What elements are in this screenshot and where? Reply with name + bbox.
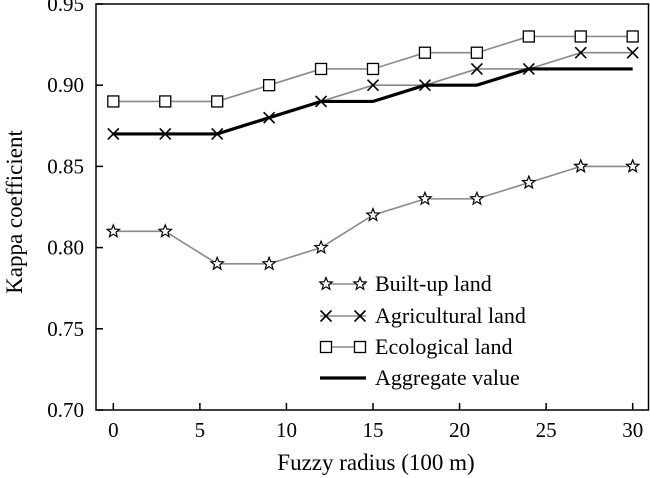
x-marker-stroke <box>470 62 483 76</box>
data-point-agricultural-land <box>366 79 380 92</box>
data-point-ecological-land <box>262 79 276 92</box>
x-marker-stroke <box>353 309 367 323</box>
data-point-ecological-land <box>211 95 224 108</box>
axes: 0 5 10 15 20 25 30 0.70 0.75 0.80 0.85 0.90 0.95 <box>47 0 650 442</box>
data-point-ecological-land <box>574 30 587 43</box>
y-tick-label: 0.80 <box>47 236 84 260</box>
data-point-agricultural-land <box>470 62 483 76</box>
series-agricultural-land <box>107 46 639 140</box>
y-tick-label: 0.75 <box>47 317 84 341</box>
data-point-built-up-land <box>521 174 537 190</box>
data-point-built-up-land <box>417 190 433 206</box>
data-point-built-up-land <box>209 255 225 271</box>
x-tick-label: 20 <box>449 418 470 442</box>
data-point-built-up-land <box>105 223 122 238</box>
x-marker-stroke <box>319 309 333 323</box>
data-point-ecological-land <box>107 95 120 108</box>
data-point-built-up-land <box>469 190 485 206</box>
legend-label: Aggregate value <box>375 365 520 390</box>
y-tick-label: 0.70 <box>47 398 84 422</box>
x-tick-label: 10 <box>276 418 297 442</box>
y-tick-label: 0.95 <box>47 0 84 16</box>
legend-item-agricultural-land: Agricultural land <box>319 303 526 328</box>
x-tick-label: 15 <box>363 418 384 442</box>
x-tick-label: 30 <box>622 418 643 442</box>
legend-item-aggregate-value: Aggregate value <box>320 365 520 390</box>
data-point-built-up-land <box>313 239 329 255</box>
series-ecological-land <box>107 30 639 108</box>
legend-item-ecological-land: Ecological land <box>319 334 512 359</box>
x-tick-label: 25 <box>536 418 557 442</box>
legend-marker <box>352 275 368 291</box>
legend-marker <box>353 340 367 354</box>
data-point-agricultural-land <box>626 46 639 59</box>
data-point-ecological-land <box>159 95 172 108</box>
x-axis-label: Fuzzy radius (100 m) <box>277 450 474 475</box>
legend-marker <box>318 275 334 291</box>
data-point-built-up-land <box>624 158 641 174</box>
data-point-built-up-land <box>157 223 174 238</box>
data-point-ecological-land <box>366 62 380 76</box>
x-tick-label: 5 <box>195 418 206 442</box>
legend-item-built-up-land: Built-up land <box>318 271 492 296</box>
legend-label: Built-up land <box>375 271 492 296</box>
data-point-ecological-land <box>314 62 328 76</box>
legend-label: Ecological land <box>375 334 512 359</box>
series-built-up-land <box>105 158 641 271</box>
legend-marker <box>353 309 367 323</box>
data-point-built-up-land <box>261 255 277 271</box>
legend: Built-up land Agricultural land Ecological… <box>318 271 526 390</box>
x-marker-stroke <box>574 46 587 59</box>
x-marker-stroke <box>626 46 639 59</box>
y-tick-label: 0.90 <box>47 73 84 97</box>
data-point-ecological-land <box>418 46 432 59</box>
data-point-built-up-land <box>572 158 589 174</box>
data-point-ecological-land <box>522 30 535 43</box>
data-point-built-up-land <box>365 206 381 222</box>
x-marker-stroke <box>366 79 380 92</box>
series-layer <box>105 30 641 271</box>
y-tick-label: 0.85 <box>47 154 84 178</box>
data-point-agricultural-land <box>574 46 587 59</box>
series-line-aggregate-value <box>113 67 633 136</box>
y-axis-label: Kappa coefficient <box>2 130 27 294</box>
legend-marker <box>319 309 333 323</box>
x-tick-label: 0 <box>108 418 119 442</box>
series-aggregate-value <box>113 67 633 136</box>
data-point-ecological-land <box>626 30 639 43</box>
legend-marker <box>319 340 333 354</box>
data-point-ecological-land <box>470 46 484 59</box>
legend-label: Agricultural land <box>375 303 526 328</box>
